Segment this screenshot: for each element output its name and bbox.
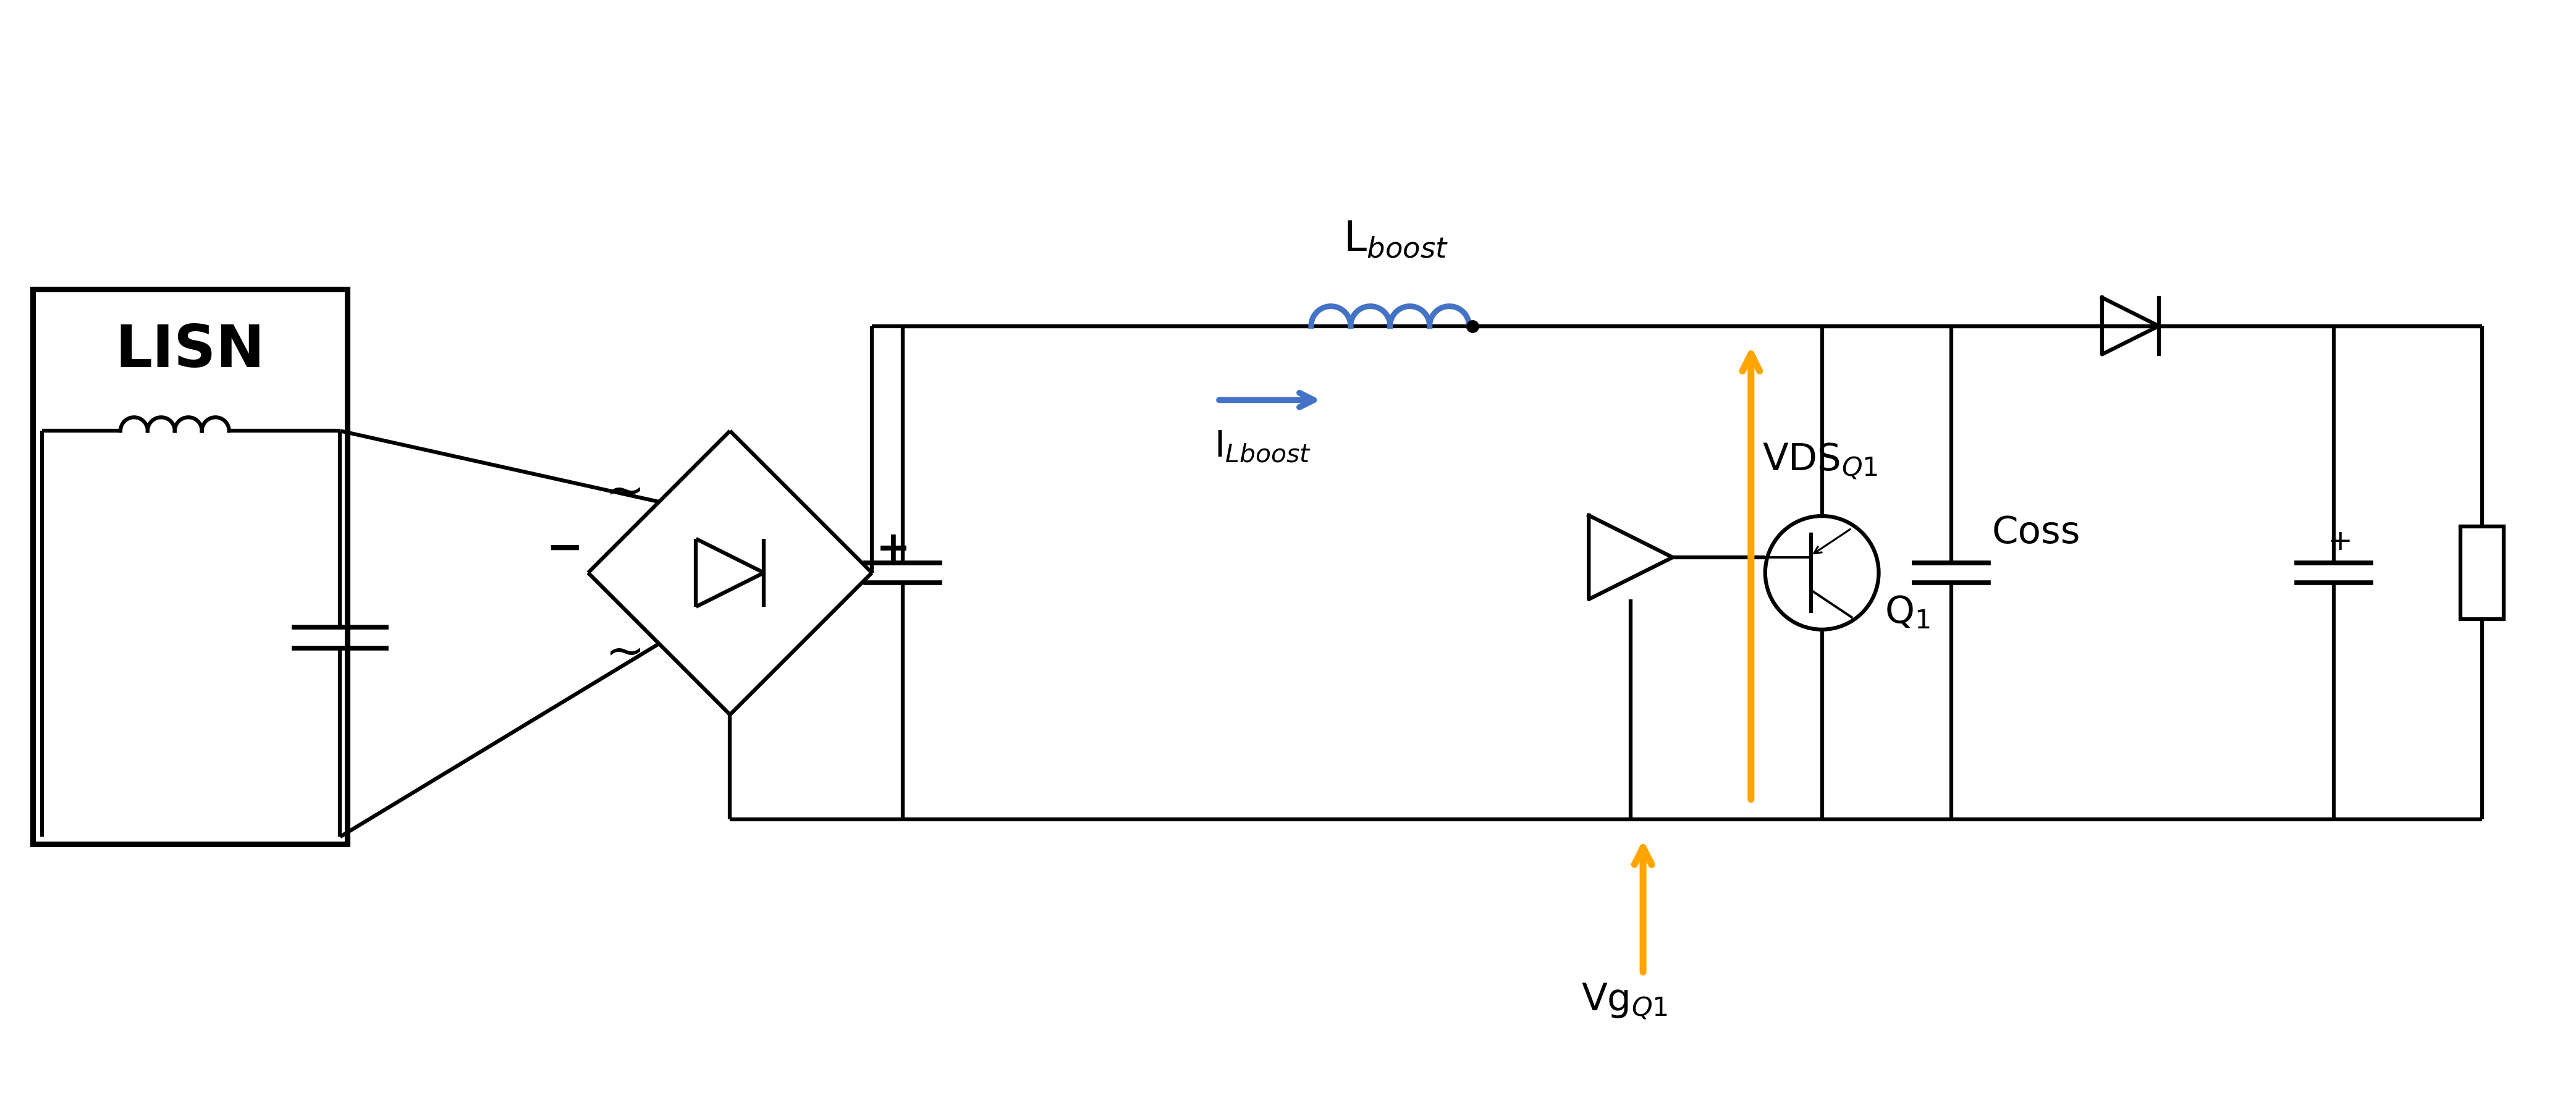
Text: VDS$_{Q1}$: VDS$_{Q1}$ xyxy=(1762,441,1878,482)
Text: Q$_1$: Q$_1$ xyxy=(1886,595,1929,631)
Text: ~: ~ xyxy=(605,470,644,515)
Text: L$_{boost}$: L$_{boost}$ xyxy=(1345,220,1448,260)
Text: LISN: LISN xyxy=(116,322,265,379)
Text: I$_{Lboost}$: I$_{Lboost}$ xyxy=(1213,428,1311,463)
Text: ~: ~ xyxy=(605,630,644,675)
Text: Coss: Coss xyxy=(1991,515,2081,551)
Text: +: + xyxy=(2329,528,2352,556)
Bar xyxy=(2460,526,2504,619)
Bar xyxy=(33,289,348,844)
Text: +: + xyxy=(876,529,912,570)
Text: Vg$_{Q1}$: Vg$_{Q1}$ xyxy=(1582,982,1669,1021)
Text: −: − xyxy=(546,528,582,571)
